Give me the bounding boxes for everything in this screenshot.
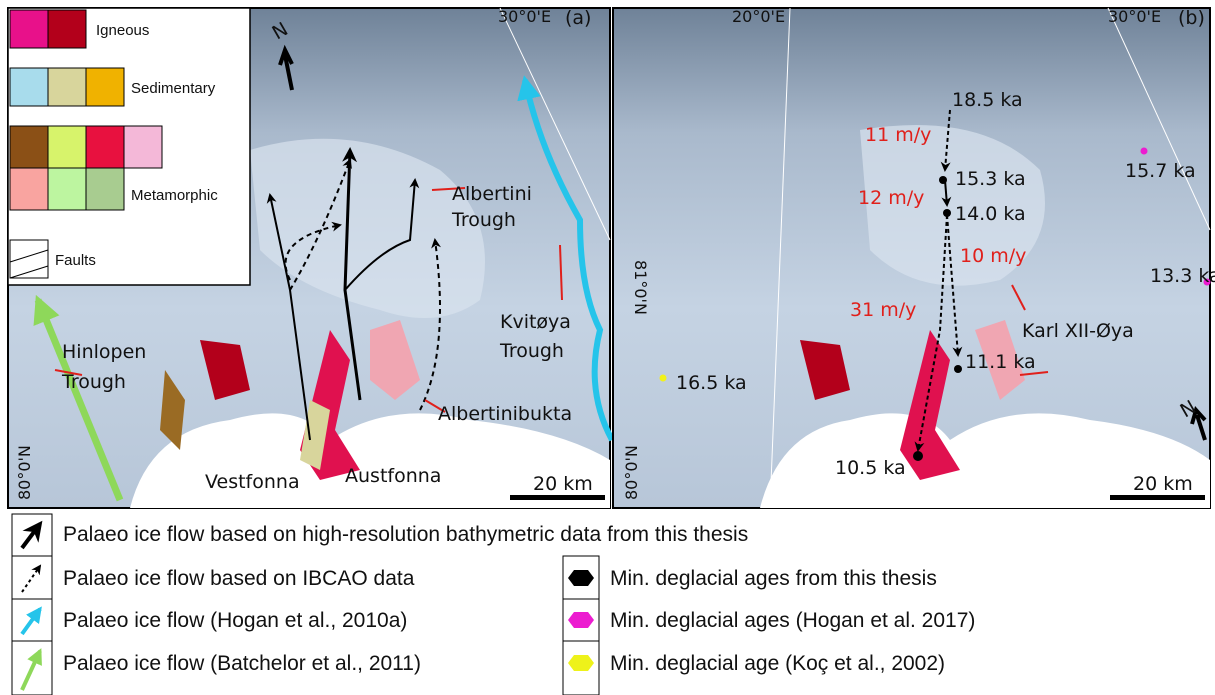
legend-label: Sedimentary [131,80,216,97]
place-label: Albertini [452,183,532,205]
legend-label: Min. deglacial ages from this thesis [610,567,937,590]
panel-label: (b) [1178,7,1205,29]
rate-label: 12 m/y [858,187,924,209]
scale-label: 20 km [533,473,593,495]
legend-label: Palaeo ice flow based on IBCAO data [63,567,415,590]
place-label: Hinlopen [62,341,146,363]
legend-label: Palaeo ice flow based on high-resolution… [63,523,748,546]
legend-label: Faults [55,252,96,269]
place-label: Vestfonna [205,471,300,493]
legend-label: Metamorphic [131,187,218,204]
legend-label: Igneous [96,22,149,39]
place-label: Trough [451,209,516,231]
age-label: 18.5 ka [952,89,1023,111]
meridian-label: 30°0'E [1108,7,1161,26]
age-label: 16.5 ka [676,372,747,394]
flow-legend: Palaeo ice flow based on high-resolution… [12,514,975,695]
place-label: Trough [61,371,126,393]
place-label: Trough [499,340,564,362]
meridian-label: 30°0'E [498,7,551,26]
age-label: 11.1 ka [965,351,1036,373]
rate-label: 10 m/y [960,245,1026,267]
legend-label: Palaeo ice flow (Hogan et al., 2010a) [63,609,407,632]
scale-label: 20 km [1133,473,1193,495]
place-label: Albertinibukta [438,403,572,425]
meridian-label: 20°0'E [732,7,785,26]
rate-label: 11 m/y [865,124,931,146]
place-label: Kvitøya [500,311,571,333]
rate-label: 31 m/y [850,299,916,321]
legend-label: Min. deglacial ages (Hogan et al. 2017) [610,609,975,632]
panel-b: N 20°0'E 30°0'E (b) 81°0'N 80°0'N 18.5 k… [613,7,1215,508]
age-label: 15.7 ka [1125,160,1196,182]
place-label: Karl XII-Øya [1022,320,1134,342]
legend-label: Palaeo ice flow (Batchelor et al., 2011) [63,652,421,675]
parallel-label: 80°0'N [622,445,641,500]
age-label: 15.3 ka [955,168,1026,190]
age-label: 10.5 ka [835,457,906,479]
parallel-label: 81°0'N [631,260,650,315]
parallel-label: 80°0'N [15,445,34,500]
figure: N 30°0'E (a) 80°0'N Hinlopen Trough Albe… [0,0,1215,695]
panel-label: (a) [565,7,591,29]
place-label: Austfonna [345,465,441,487]
legend-label: Min. deglacial age (Koç et al., 2002) [610,652,945,675]
age-label: 14.0 ka [955,203,1026,225]
age-label: 13.3 ka [1150,265,1215,287]
geology-legend: Igneous Sedimentary Metamorphic Faults [8,8,250,285]
